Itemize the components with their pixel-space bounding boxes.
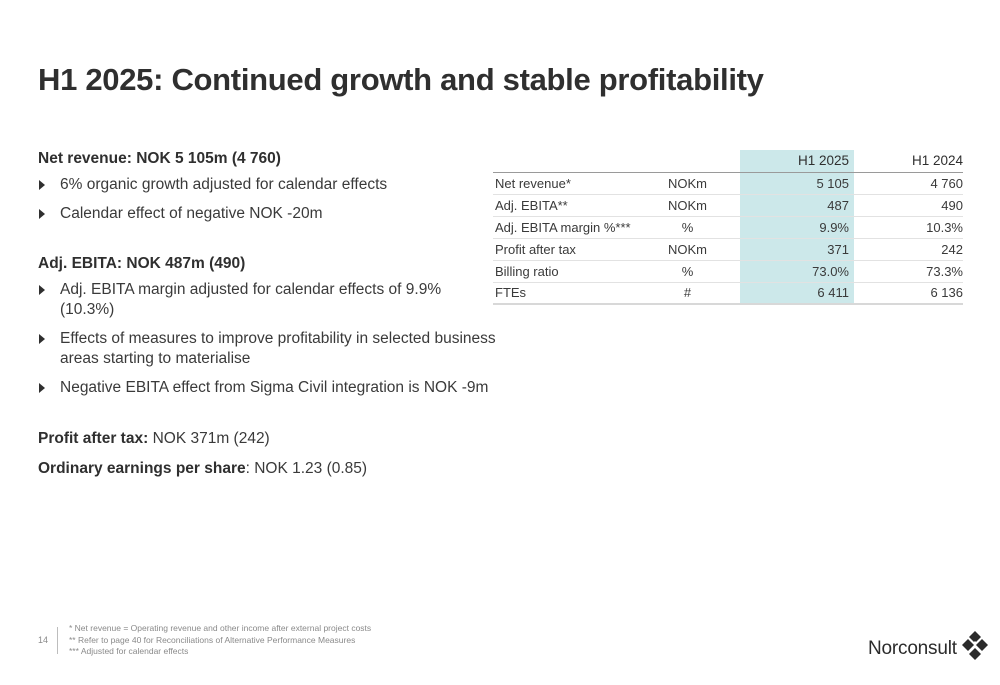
bullet-triangle-icon <box>39 334 45 344</box>
bullet-item: Adj. EBITA margin adjusted for calendar … <box>38 280 498 320</box>
summary-column: Net revenue: NOK 5 105m (4 760) 6% organ… <box>38 150 498 489</box>
header-cell-h1-2025: H1 2025 <box>740 150 854 173</box>
footnote: *** Adjusted for calendar effects <box>69 646 189 656</box>
logo-text: Norconsult <box>868 637 957 659</box>
table-row: Adj. EBITA margin %*** % 9.9% 10.3% <box>493 215 963 238</box>
footer-divider <box>57 627 58 654</box>
page-title: H1 2025: Continued growth and stable pro… <box>38 62 764 97</box>
bullet-item: Calendar effect of negative NOK -20m <box>38 204 498 224</box>
header-cell-h1-2024: H1 2024 <box>854 150 963 173</box>
page-number: 14 <box>38 635 49 645</box>
bullet-item: Negative EBITA effect from Sigma Civil i… <box>38 378 498 398</box>
table-row: Profit after tax NOKm 371 242 <box>493 237 963 260</box>
bullet-item: 6% organic growth adjusted for calendar … <box>38 175 498 195</box>
bullet-triangle-icon <box>39 383 45 393</box>
norconsult-diamond-icon <box>960 630 990 667</box>
header-cell <box>635 150 740 173</box>
financials-table: H1 2025 H1 2024 Net revenue* NOKm 5 105 … <box>493 150 963 305</box>
net-revenue-bullets: 6% organic growth adjusted for calendar … <box>38 175 498 224</box>
bullet-item: Effects of measures to improve profitabi… <box>38 329 498 369</box>
table-row: Adj. EBITA** NOKm 487 490 <box>493 193 963 216</box>
footnote: ** Refer to page 40 for Reconciliations … <box>69 634 356 645</box>
bullet-triangle-icon <box>39 209 45 219</box>
earnings-per-share: Ordinary earnings per share: NOK 1.23 (0… <box>38 460 368 477</box>
net-revenue-heading: Net revenue: NOK 5 105m (4 760) <box>38 150 281 167</box>
profit-after-tax: Profit after tax: NOK 371m (242) <box>38 430 270 447</box>
bullet-triangle-icon <box>39 180 45 190</box>
table-row: Net revenue* NOKm 5 105 4 760 <box>493 171 963 194</box>
adj-ebita-heading: Adj. EBITA: NOK 487m (490) <box>38 255 246 272</box>
table-row: FTEs # 6 411 6 136 <box>493 281 963 305</box>
norconsult-logo: Norconsult <box>868 630 990 667</box>
table-row: Billing ratio % 73.0% 73.3% <box>493 259 963 282</box>
adj-ebita-bullets: Adj. EBITA margin adjusted for calendar … <box>38 280 498 398</box>
table-header-row: H1 2025 H1 2024 <box>493 150 963 173</box>
footnote: * Net revenue = Operating revenue and ot… <box>69 623 372 633</box>
footnotes: * Net revenue = Operating revenue and ot… <box>69 623 371 658</box>
header-cell <box>493 150 635 173</box>
bullet-triangle-icon <box>39 285 45 295</box>
